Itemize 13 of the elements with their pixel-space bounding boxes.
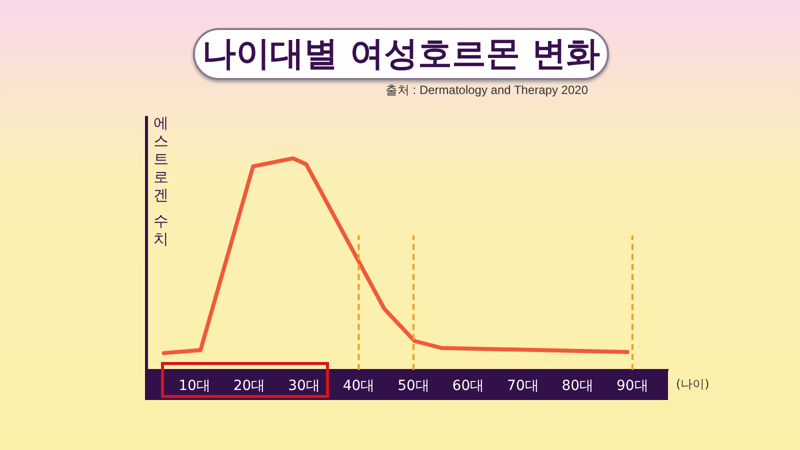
- x-tick-label: 90대: [616, 378, 648, 394]
- source-note: 출처 : Dermatology and Therapy 2020: [384, 82, 588, 99]
- chart-title: 나이대별 여성호르몬 변화: [193, 28, 609, 80]
- x-tick-label: 30대: [288, 378, 320, 394]
- y-axis-title: 에스트로겐 수치: [152, 114, 170, 248]
- x-tick-label: 50대: [398, 378, 430, 394]
- x-tick-label: 40대: [342, 378, 375, 394]
- x-tick-label: 70대: [507, 378, 539, 394]
- x-tick-label: 80대: [562, 378, 594, 394]
- x-tick-label: 60대: [452, 378, 484, 394]
- x-axis-title: (나이): [676, 377, 710, 392]
- x-tick-label: 20대: [233, 378, 266, 394]
- x-tick-label: 10대: [178, 378, 210, 394]
